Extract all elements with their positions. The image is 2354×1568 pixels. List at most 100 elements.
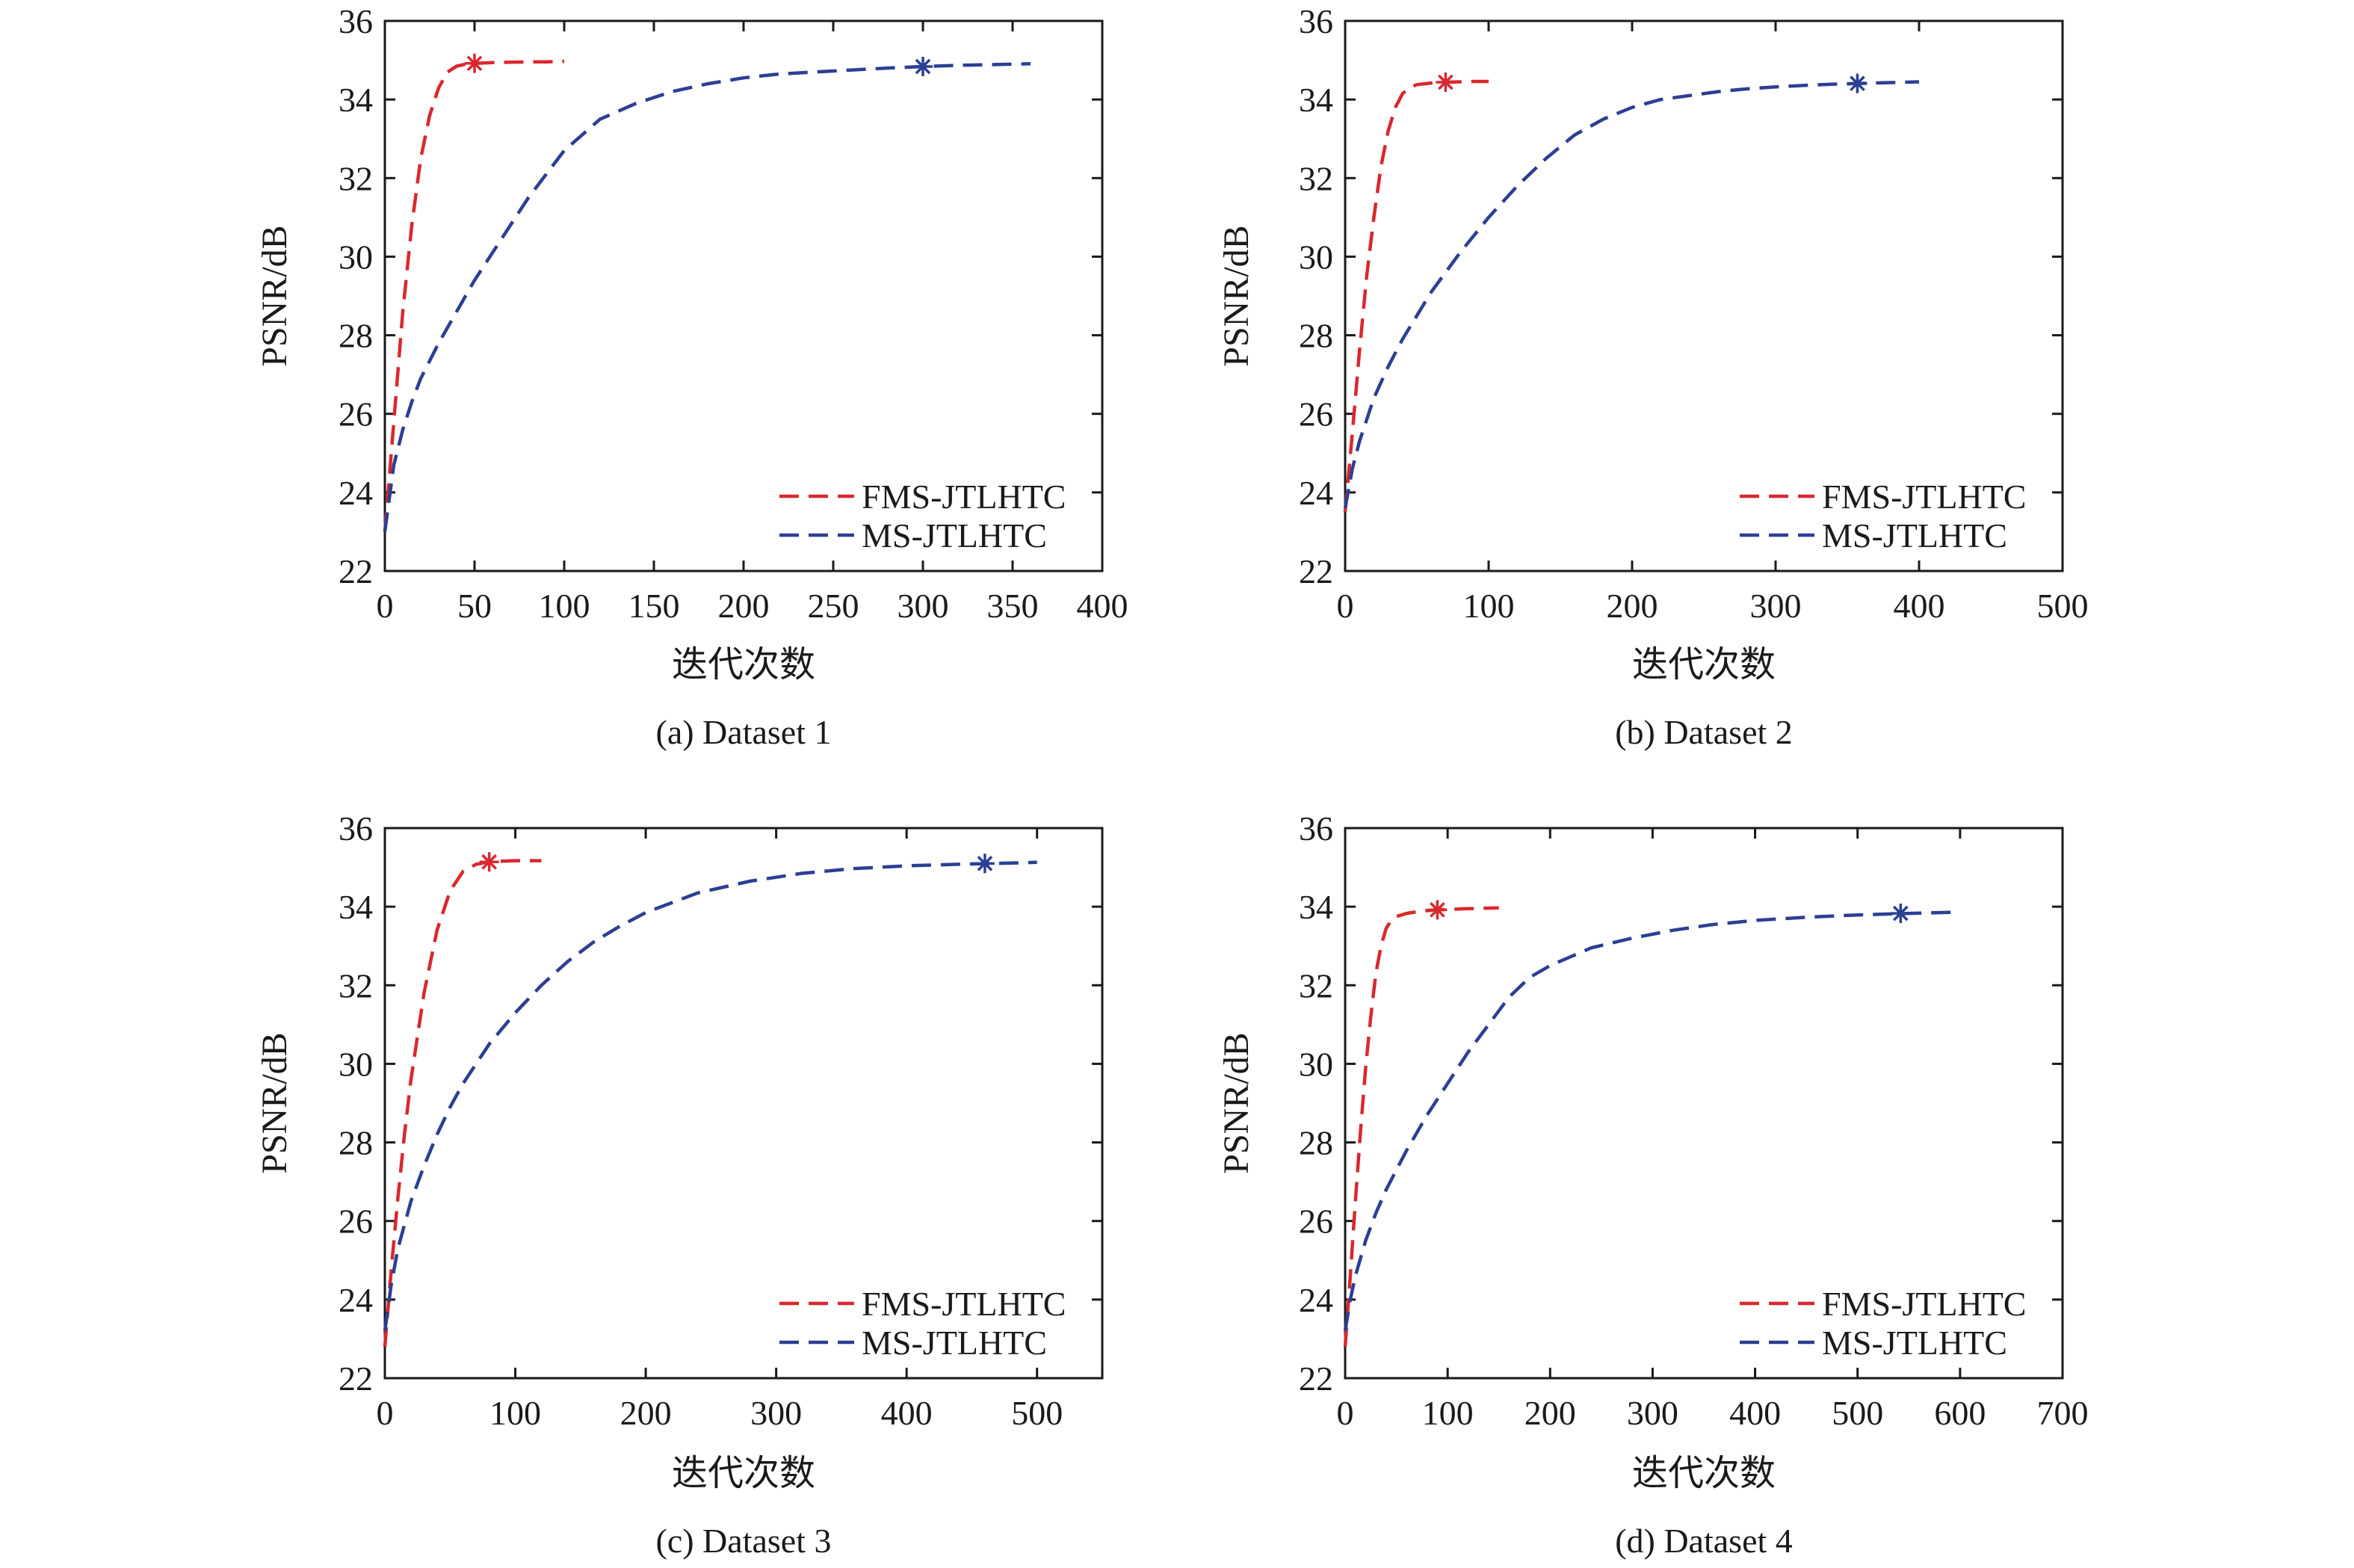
chart3-caption: (d) Dataset 4 xyxy=(1615,1522,1793,1560)
chart2-x-tick-label: 400 xyxy=(881,1394,933,1432)
chart0-y-tick-label: 36 xyxy=(339,2,373,40)
chart0-y-tick-label: 26 xyxy=(339,395,373,433)
chart2-x-axis-label: 迭代次数 xyxy=(672,1454,815,1493)
chart1-y-tick-label: 32 xyxy=(1299,159,1333,197)
chart2-x-tick-label: 100 xyxy=(489,1394,541,1432)
chart0-y-tick-label: 30 xyxy=(339,238,373,276)
chart3-legend-label-fms-jtlhtc: FMS-JTLHTC xyxy=(1822,1285,2026,1323)
subplot-a: 0 50 100 150 200 250 300 350 400 22 24 26 28 30 32 34 36… xyxy=(255,2,1128,751)
chart3-x-tick-label: 200 xyxy=(1524,1394,1576,1432)
chart2-x-tick-label: 300 xyxy=(750,1394,802,1432)
chart2-y-tick-label: 36 xyxy=(339,809,373,848)
chart1-legend-label-ms-jtlhtc: MS-JTLHTC xyxy=(1822,516,2007,555)
chart2-y-tick-label: 32 xyxy=(339,966,373,1004)
chart1-series-ms-jtlhtc-line xyxy=(1343,80,1920,509)
subplot-b: 0 100 200 300 400 500 22 24 26 28 30 32 34 36 迭代次数 PSNR… xyxy=(1217,2,2089,751)
chart2-x-tick-label: 200 xyxy=(620,1394,672,1432)
chart0-x-tick-label: 250 xyxy=(808,587,859,625)
chart0-x-tick-label: 0 xyxy=(377,587,394,625)
chart3-y-tick-label: 26 xyxy=(1299,1203,1333,1241)
chart3-x-tick-label: 0 xyxy=(1337,1394,1354,1432)
chart1-caption: (b) Dataset 2 xyxy=(1615,713,1793,751)
chart3-plot-frame xyxy=(1344,827,2064,1380)
chart3-series-fms-jtlhtc-line xyxy=(1343,906,1499,1348)
chart2-y-tick-label: 26 xyxy=(339,1203,373,1241)
chart3-y-tick-label: 34 xyxy=(1299,888,1333,926)
chart0-legend-label-ms-jtlhtc: MS-JTLHTC xyxy=(862,516,1047,555)
chart2-y-tick-label: 22 xyxy=(339,1359,373,1398)
chart1-x-tick-label: 200 xyxy=(1607,587,1658,625)
chart0-x-tick-label: 100 xyxy=(539,587,590,625)
chart3-y-tick-label: 24 xyxy=(1299,1281,1333,1319)
chart3-x-tick-label: 600 xyxy=(1934,1394,1986,1432)
chart2-x-tick-label: 500 xyxy=(1011,1394,1063,1432)
chart3-legend-label-ms-jtlhtc: MS-JTLHTC xyxy=(1822,1324,2007,1362)
chart1-x-tick-label: 0 xyxy=(1337,587,1354,625)
chart1-x-tick-label: 100 xyxy=(1463,587,1515,625)
chart3-x-tick-label: 400 xyxy=(1729,1394,1781,1432)
chart1-legend-label-fms-jtlhtc: FMS-JTLHTC xyxy=(1822,478,2026,516)
chart2-series-fms-jtlhtc-marker xyxy=(479,852,499,872)
chart0-y-tick-label: 32 xyxy=(339,159,373,197)
chart0-y-tick-label: 22 xyxy=(339,552,373,590)
chart3-series-ms-jtlhtc-marker xyxy=(1891,904,1911,924)
chart2-y-tick-label: 30 xyxy=(339,1045,373,1083)
chart0-x-axis-label: 迭代次数 xyxy=(672,645,815,685)
chart0-x-tick-label: 300 xyxy=(898,587,949,625)
chart3-y-tick-label: 30 xyxy=(1299,1045,1333,1083)
chart1-plot-frame xyxy=(1344,19,2064,572)
chart2-series-ms-jtlhtc-marker xyxy=(974,854,995,874)
chart0-x-tick-label: 50 xyxy=(457,587,492,625)
subplot-c: 0 100 200 300 400 500 22 24 26 28 30 32 34 36 迭代次数 PSNR… xyxy=(255,809,1104,1560)
chart1-y-tick-label: 28 xyxy=(1299,317,1333,355)
chart0-series-ms-jtlhtc-line xyxy=(383,62,1031,532)
chart2-y-tick-label: 34 xyxy=(339,888,373,926)
chart3-x-axis-label: 迭代次数 xyxy=(1632,1454,1776,1493)
chart1-y-axis-label: PSNR/dB xyxy=(1217,225,1256,366)
chart2-plot-frame xyxy=(383,827,1104,1380)
chart1-y-tick-label: 26 xyxy=(1299,395,1333,433)
chart1-y-tick-label: 36 xyxy=(1299,2,1333,40)
chart1-x-tick-label: 400 xyxy=(1894,587,1945,625)
chart2-series-fms-jtlhtc-line xyxy=(383,859,542,1348)
chart3-series-ms-jtlhtc-line xyxy=(1343,910,1960,1332)
chart0-series-fms-jtlhtc-marker xyxy=(465,53,484,73)
chart3-y-axis-label: PSNR/dB xyxy=(1217,1032,1256,1173)
chart3-x-tick-label: 100 xyxy=(1422,1394,1474,1432)
chart1-x-tick-label: 500 xyxy=(2037,587,2089,625)
chart0-y-axis-label: PSNR/dB xyxy=(255,225,294,366)
chart3-y-tick-label: 22 xyxy=(1299,1359,1333,1398)
chart1-x-axis-label: 迭代次数 xyxy=(1632,645,1776,685)
chart2-caption: (c) Dataset 3 xyxy=(656,1522,832,1560)
chart0-series-ms-jtlhtc-marker xyxy=(913,56,933,76)
chart0-legend-label-fms-jtlhtc: FMS-JTLHTC xyxy=(862,478,1066,516)
chart2-legend-label-ms-jtlhtc: MS-JTLHTC xyxy=(862,1324,1047,1362)
chart2-x-tick-label: 0 xyxy=(377,1394,394,1432)
chart2-legend-label-fms-jtlhtc: FMS-JTLHTC xyxy=(862,1285,1066,1323)
chart1-y-tick-label: 34 xyxy=(1299,81,1333,119)
chart3-x-tick-label: 500 xyxy=(1832,1394,1883,1432)
chart3-x-tick-label: 300 xyxy=(1627,1394,1678,1432)
chart3-y-tick-label: 36 xyxy=(1299,809,1333,848)
chart0-x-tick-label: 350 xyxy=(987,587,1039,625)
chart3-y-tick-label: 28 xyxy=(1299,1124,1333,1162)
chart0-x-tick-label: 150 xyxy=(628,587,680,625)
chart0-y-tick-label: 28 xyxy=(339,317,373,355)
chart1-x-tick-label: 300 xyxy=(1750,587,1802,625)
subplot-d: 0 100 200 300 400 500 600 700 22 24 26 28 30 32 34 36 迭代… xyxy=(1217,809,2089,1560)
chart0-caption: (a) Dataset 1 xyxy=(656,713,832,751)
chart1-y-tick-label: 30 xyxy=(1299,238,1333,276)
chart0-series-fms-jtlhtc-line xyxy=(383,59,565,532)
chart1-series-fms-jtlhtc-marker xyxy=(1436,72,1456,93)
chart1-y-tick-label: 22 xyxy=(1299,552,1333,590)
chart3-y-tick-label: 32 xyxy=(1299,966,1333,1004)
chart3-series-fms-jtlhtc-marker xyxy=(1427,900,1448,920)
chart0-x-tick-label: 400 xyxy=(1077,587,1128,625)
chart1-series-fms-jtlhtc-line xyxy=(1343,79,1489,513)
chart2-y-axis-label: PSNR/dB xyxy=(255,1032,294,1173)
chart0-y-tick-label: 34 xyxy=(339,81,373,119)
chart2-series-ms-jtlhtc-line xyxy=(383,860,1037,1332)
chart3-x-tick-label: 700 xyxy=(2037,1394,2089,1432)
chart2-y-tick-label: 28 xyxy=(339,1124,373,1162)
